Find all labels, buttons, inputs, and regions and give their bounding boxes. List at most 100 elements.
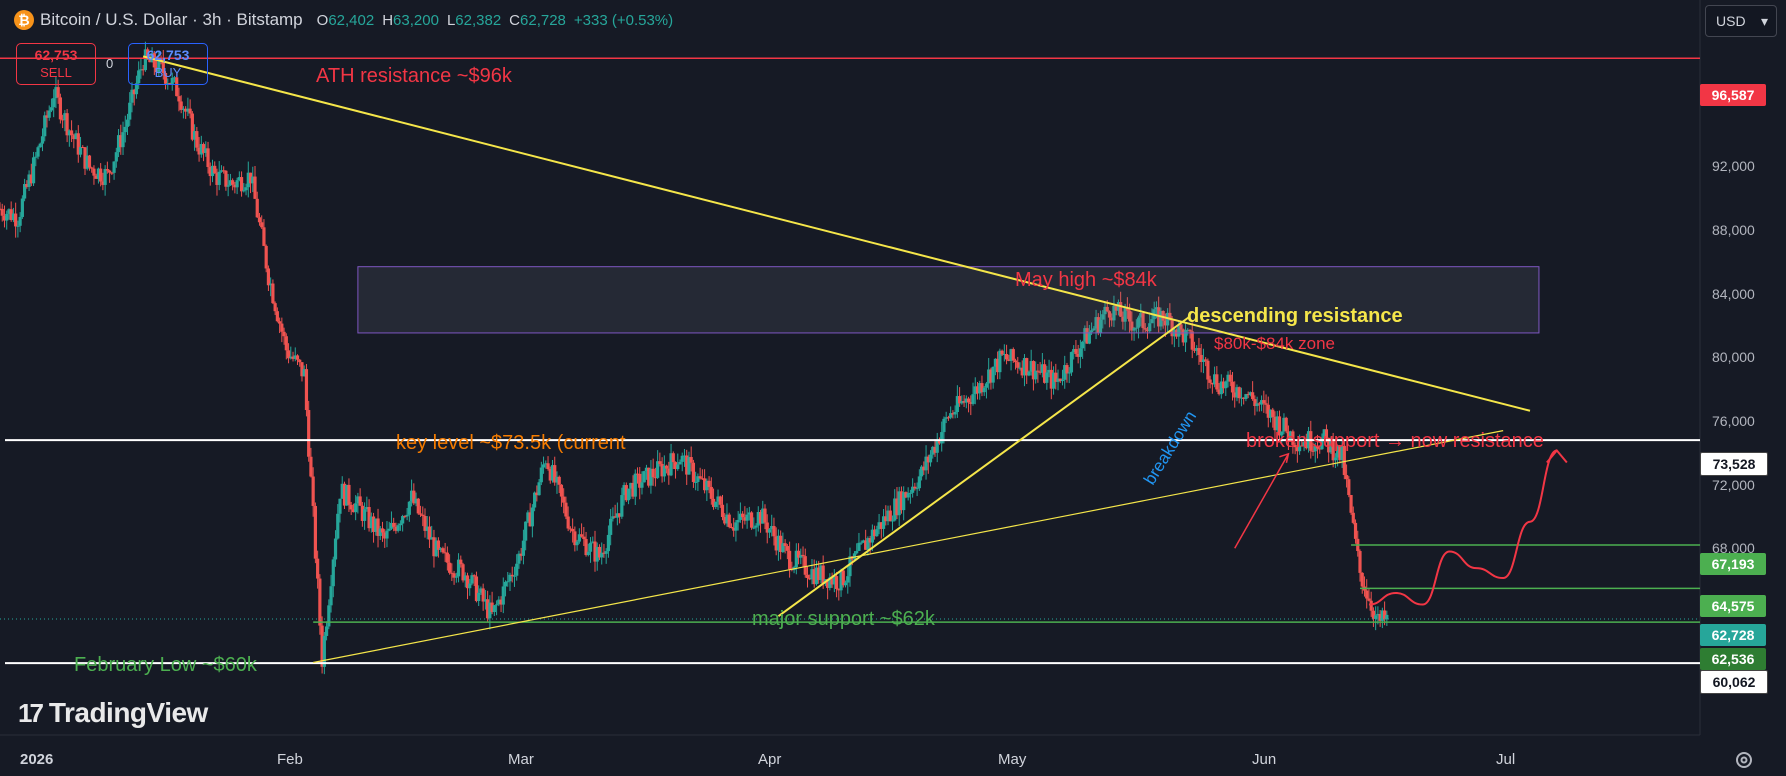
last-price-label[interactable]: 62,728 — [1700, 624, 1766, 646]
low-label: L — [446, 11, 456, 29]
candle-body — [1210, 382, 1214, 385]
candle-body — [521, 540, 526, 556]
candle-body — [745, 514, 749, 521]
candle-body — [1063, 365, 1067, 380]
candle-body — [65, 113, 69, 136]
candle-body — [1242, 397, 1246, 399]
ath-annotation[interactable]: ATH resistance ~$96k — [316, 65, 512, 87]
candle-body — [1145, 329, 1150, 332]
candle-body — [439, 548, 443, 550]
candle-body — [396, 525, 400, 531]
feb-low-price-label[interactable]: 60,062 — [1700, 670, 1768, 694]
candle-body — [1230, 381, 1235, 393]
descending-resistance-annotation[interactable]: descending resistance — [1187, 305, 1403, 327]
candle-body — [582, 536, 586, 540]
candle-body — [1128, 310, 1132, 322]
candle-body — [1125, 307, 1129, 311]
candle-body — [776, 535, 781, 551]
candle-body — [197, 147, 201, 155]
candle-body — [546, 463, 550, 469]
zone-annotation[interactable]: $80k-$84k zone — [1214, 334, 1335, 353]
candle-body — [881, 516, 886, 529]
candle-body — [365, 507, 369, 510]
sell-button[interactable]: 62,753 SELL — [16, 43, 96, 85]
candle-body — [1170, 319, 1174, 337]
candle-body — [186, 108, 190, 112]
candle-body — [1342, 445, 1346, 476]
buy-button[interactable]: 62,753 BUY — [128, 43, 208, 85]
candle-body — [231, 180, 235, 185]
candle-body — [734, 522, 738, 531]
candle-body — [1302, 442, 1306, 446]
candle-body — [1351, 512, 1355, 523]
candle-body — [1271, 409, 1275, 417]
candle-body — [922, 466, 926, 471]
candle-body — [1043, 364, 1047, 383]
candle-body — [38, 143, 42, 148]
candle-body — [770, 525, 774, 530]
candle-body — [913, 486, 917, 489]
candle-body — [1069, 352, 1074, 373]
feb-low-annotation[interactable]: February Low ~$60k — [74, 654, 257, 676]
candle-body — [137, 70, 141, 84]
buy-price: 62,753 — [146, 47, 190, 63]
candle-body — [29, 174, 33, 184]
candle-body — [146, 49, 150, 58]
resistance-64k-price-label[interactable]: 64,575 — [1700, 595, 1766, 617]
gear-icon[interactable] — [1732, 748, 1756, 772]
resistance-67k-price-label[interactable]: 67,193 — [1700, 553, 1766, 575]
candle-body — [1358, 551, 1362, 573]
candle-body — [1150, 319, 1154, 324]
tradingview-logo[interactable]: 17 TradingView — [18, 697, 208, 729]
candle-body — [928, 454, 933, 463]
candle-body — [204, 148, 208, 153]
candle-body — [993, 358, 997, 367]
candle-body — [1318, 448, 1322, 450]
candle-body — [31, 157, 36, 184]
candle-body — [465, 575, 470, 589]
may-high-annotation[interactable]: May high ~$84k — [1015, 269, 1157, 291]
candle-body — [1036, 370, 1040, 372]
support-62k-price-label[interactable]: 62,536 — [1700, 648, 1766, 670]
candle-body — [821, 565, 825, 584]
x-tick: Apr — [758, 751, 782, 768]
candle-body — [973, 386, 977, 395]
candle-body — [662, 465, 666, 477]
candle-body — [52, 98, 56, 108]
candle-body — [609, 518, 613, 535]
symbol-title[interactable]: Bitcoin / U.S. Dollar · 3h · Bitstamp — [40, 10, 303, 29]
major-support-annotation[interactable]: major support ~$62k — [752, 608, 935, 630]
currency-select[interactable]: USD ▾ — [1705, 5, 1777, 37]
candle-body — [568, 528, 572, 530]
candle-body — [533, 492, 537, 508]
candle-body — [873, 529, 877, 537]
candle-body — [1098, 319, 1103, 333]
key-level-price-label[interactable]: 73,528 — [1700, 452, 1768, 476]
candle-body — [1110, 317, 1114, 321]
candle-body — [1107, 311, 1112, 318]
candle-body — [1181, 329, 1185, 343]
candle-body — [472, 575, 476, 577]
symbol-legend[interactable]: ₿ Bitcoin / U.S. Dollar · 3h · Bitstamp … — [14, 9, 673, 31]
candle-body — [1329, 439, 1333, 453]
sell-label: SELL — [40, 65, 72, 80]
candle-body — [132, 89, 136, 95]
candle-body — [886, 510, 890, 522]
candle-body — [613, 516, 617, 518]
candle-body — [1280, 431, 1284, 436]
candle-body — [456, 559, 461, 577]
broken-support-annotation[interactable]: broken support → now resistance — [1246, 430, 1544, 452]
candle-body — [763, 508, 767, 523]
candle-body — [969, 402, 973, 404]
candle-body — [501, 586, 505, 605]
candle-body — [1338, 445, 1342, 460]
candle-body — [1304, 442, 1308, 449]
candle-body — [864, 540, 868, 550]
long-support-trendline — [313, 430, 1504, 664]
key-level-annotation[interactable]: key level ~$73.5k (current — [396, 432, 626, 454]
candle-body — [1034, 370, 1038, 380]
candle-body — [698, 476, 702, 479]
ath-price-label[interactable]: 96,587 — [1700, 84, 1766, 106]
candle-body — [16, 225, 20, 227]
